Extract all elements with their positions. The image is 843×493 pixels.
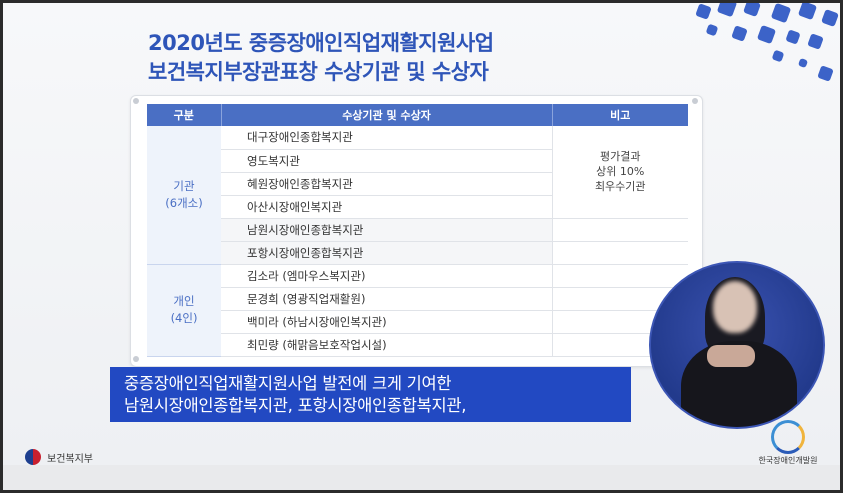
panel-pin — [692, 98, 698, 104]
decorative-square — [770, 3, 792, 24]
remarks-line-1: 평가결과 — [600, 150, 641, 164]
table-row: 포항시장애인종합복지관 — [147, 241, 688, 265]
group-institutions: 기관 (6개소) — [147, 126, 221, 265]
table-row: 기관 (6개소) 대구장애인종합복지관 평가결과 상위 10% 최우수기관 — [147, 126, 688, 265]
table-row: 영도복지관 — [147, 149, 688, 173]
header-recipients: 수상기관 및 수상자 — [221, 104, 553, 126]
institution-name: 포항시장애인종합복지관 — [221, 241, 552, 265]
player-bottom-strip — [3, 465, 840, 490]
institution-name: 대구장애인종합복지관 — [221, 126, 552, 150]
decorative-square — [821, 9, 839, 27]
sign-language-interpreter — [649, 261, 825, 429]
decorative-square — [716, 3, 738, 18]
remarks-empty — [551, 218, 688, 242]
institute-logo-text: 한국장애인개발원 — [758, 456, 818, 465]
table-row: 아산시장애인복지관 — [147, 195, 688, 219]
individual-name: 김소라 (엠마우스복지관) — [221, 264, 552, 288]
awards-table-panel: 구분 수상기관 및 수상자 비고 기관 (6개소) 대구장애인종합복지관 평가결… — [130, 95, 703, 367]
table-row: 백미라 (하남시장애인복지관) — [147, 310, 688, 334]
decorative-square — [771, 49, 785, 63]
table-row: 개인 (4인) 김소라 (엠마우스복지관) — [147, 264, 688, 357]
awards-table: 구분 수상기관 및 수상자 비고 기관 (6개소) 대구장애인종합복지관 평가결… — [147, 104, 688, 357]
table-row: 문경희 (영광직업재활원) — [147, 287, 688, 311]
caption-line-2: 남원시장애인종합복지관, 포항시장애인종합복지관, — [124, 396, 467, 415]
group-institutions-label: 기관 — [173, 178, 195, 193]
decorative-square — [797, 3, 818, 21]
table-row: 남원시장애인종합복지관 — [147, 218, 688, 242]
group-institutions-count: (6개소) — [165, 195, 203, 210]
decorative-square — [743, 3, 761, 17]
remarks-empty — [551, 241, 688, 265]
ministry-emblem-icon — [25, 449, 41, 465]
subtitle-caption: 중증장애인직업재활지원사업 발전에 크게 기여한 남원시장애인종합복지관, 포항… — [110, 367, 631, 422]
individual-name: 최민량 (해맑음보호작업시설) — [221, 333, 552, 357]
table-row: 혜원장애인종합복지관 — [147, 172, 688, 196]
remarks-cell: 평가결과 상위 10% 최우수기관 — [551, 126, 688, 219]
table-row: 최민량 (해맑음보호작업시설) — [147, 333, 688, 357]
caption-line-1: 중증장애인직업재활지원사업 발전에 크게 기여한 — [124, 374, 452, 393]
title-line-1: 2020년도 중증장애인직업재활지원사업 — [148, 31, 494, 55]
interpreter-hands — [707, 345, 755, 367]
institute-logo: 한국장애인개발원 — [743, 420, 833, 465]
institute-emblem-icon — [771, 420, 805, 454]
ministry-logo: 보건복지부 — [25, 448, 93, 465]
header-remarks: 비고 — [552, 104, 688, 126]
panel-pin — [133, 98, 139, 104]
ministry-logo-text: 보건복지부 — [47, 453, 93, 465]
individual-name: 문경희 (영광직업재활원) — [221, 287, 552, 311]
decorative-square — [785, 29, 801, 45]
remarks-line-2: 상위 10% — [596, 165, 645, 179]
decorative-square — [817, 65, 834, 82]
decorative-square — [807, 33, 824, 50]
institution-name: 영도복지관 — [221, 149, 552, 173]
page-title: 2020년도 중증장애인직업재활지원사업 보건복지부장관표창 수상기관 및 수상… — [148, 29, 628, 87]
remarks-line-3: 최우수기관 — [594, 180, 646, 194]
group-individuals-count: (4인) — [170, 311, 198, 325]
individual-name: 백미라 (하남시장애인복지관) — [221, 310, 552, 334]
title-line-2: 보건복지부장관표창 수상기관 및 수상자 — [148, 60, 489, 84]
broadcast-screen: 2020년도 중증장애인직업재활지원사업 보건복지부장관표창 수상기관 및 수상… — [3, 3, 840, 465]
panel-pin — [133, 356, 139, 362]
group-individuals: 개인 (4인) — [147, 264, 221, 357]
decorative-square — [695, 3, 712, 20]
decorative-square — [731, 25, 748, 42]
institution-name: 남원시장애인종합복지관 — [221, 218, 552, 242]
table-header-row: 구분 수상기관 및 수상자 비고 — [147, 104, 688, 126]
header-category: 구분 — [147, 104, 222, 126]
interpreter-face — [713, 281, 757, 333]
institution-name: 혜원장애인종합복지관 — [221, 172, 552, 196]
decorative-square — [705, 23, 719, 37]
decorative-square — [797, 57, 809, 69]
decorative-square — [756, 24, 777, 45]
group-individuals-label: 개인 — [173, 294, 195, 308]
institution-name: 아산시장애인복지관 — [221, 195, 552, 219]
